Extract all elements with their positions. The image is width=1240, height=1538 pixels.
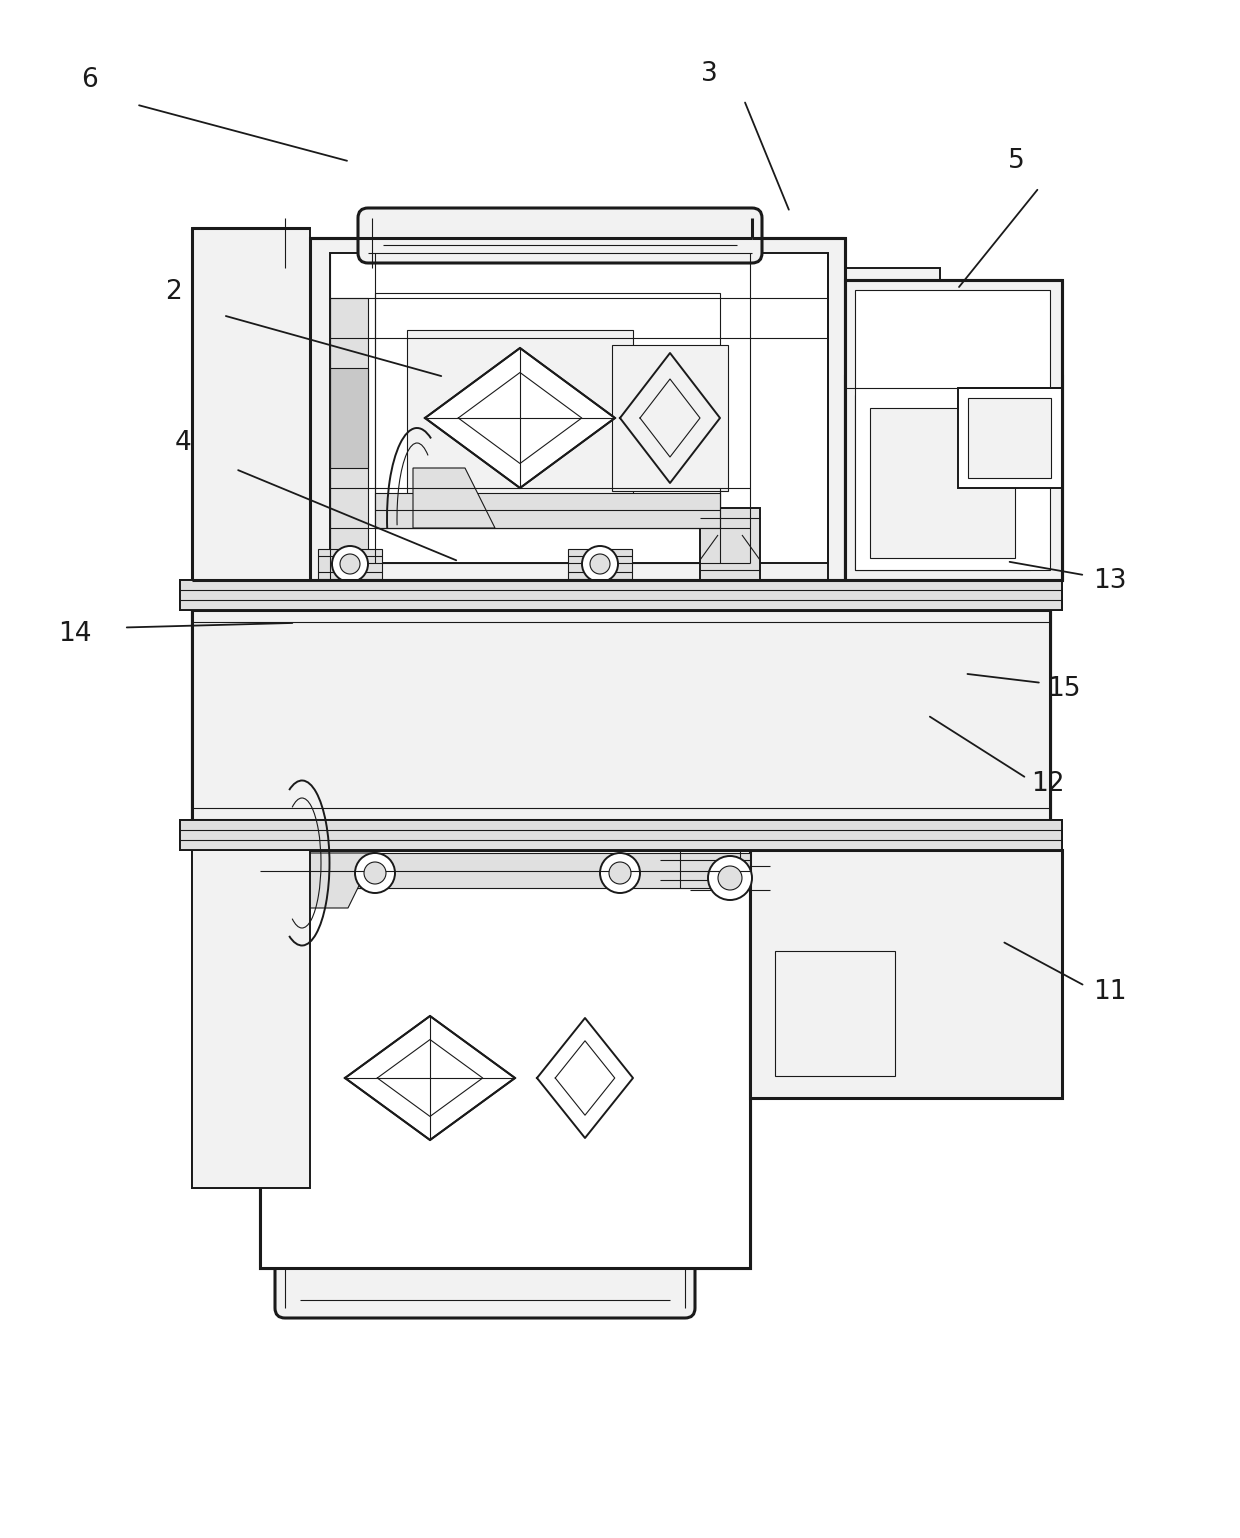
Bar	[330, 368, 368, 468]
Bar	[959, 388, 1061, 488]
Text: 4: 4	[175, 431, 192, 455]
Bar	[529, 1010, 641, 1146]
Bar	[192, 611, 1050, 820]
Polygon shape	[413, 468, 495, 528]
Circle shape	[365, 861, 386, 884]
Bar	[374, 294, 720, 528]
Bar	[760, 938, 910, 1087]
Bar	[856, 395, 1030, 571]
Text: 13: 13	[1092, 569, 1127, 594]
Bar	[260, 854, 750, 887]
Circle shape	[609, 861, 631, 884]
Circle shape	[582, 546, 618, 581]
Bar	[660, 838, 750, 887]
Bar	[180, 580, 1061, 611]
Bar	[750, 851, 982, 1043]
Polygon shape	[345, 1017, 515, 1140]
Polygon shape	[298, 854, 374, 907]
Circle shape	[332, 546, 368, 581]
Bar	[260, 947, 298, 1087]
Bar	[192, 611, 1050, 820]
Bar	[180, 580, 1061, 611]
Bar	[317, 549, 382, 578]
Text: 2: 2	[165, 280, 182, 305]
Bar	[844, 268, 940, 488]
Bar	[407, 331, 632, 506]
Circle shape	[718, 866, 742, 891]
Bar	[275, 867, 735, 1253]
Bar	[260, 854, 750, 1267]
Bar	[968, 398, 1052, 478]
Circle shape	[708, 857, 751, 900]
Bar	[330, 298, 368, 563]
Bar	[260, 854, 298, 1267]
Text: 6: 6	[81, 68, 98, 92]
Text: 12: 12	[1030, 772, 1065, 797]
Bar	[568, 549, 632, 578]
Circle shape	[340, 554, 360, 574]
Text: 3: 3	[701, 62, 718, 86]
Text: 14: 14	[57, 621, 92, 646]
Bar	[337, 855, 413, 891]
Bar	[180, 820, 1061, 851]
Text: 5: 5	[1008, 149, 1025, 174]
Bar	[856, 291, 1050, 571]
Bar	[701, 508, 760, 580]
Bar	[192, 851, 310, 1187]
Bar	[192, 611, 1050, 820]
Bar	[844, 280, 1061, 580]
FancyBboxPatch shape	[358, 208, 763, 263]
Bar	[844, 375, 1061, 580]
Bar	[870, 408, 1016, 558]
Bar	[920, 967, 1050, 1027]
Bar	[180, 820, 1061, 851]
Text: 11: 11	[1092, 980, 1127, 1004]
Bar	[192, 851, 310, 1187]
Bar	[330, 252, 828, 563]
Bar	[374, 494, 720, 528]
Circle shape	[590, 554, 610, 574]
Bar	[830, 851, 1061, 1098]
Bar	[750, 851, 1061, 1098]
Bar	[260, 851, 750, 1267]
Bar	[330, 1001, 529, 1155]
FancyBboxPatch shape	[275, 1258, 694, 1318]
Polygon shape	[425, 348, 615, 488]
Text: 15: 15	[1047, 677, 1081, 701]
Circle shape	[600, 854, 640, 894]
Bar	[775, 950, 895, 1077]
Bar	[689, 857, 770, 898]
Bar	[310, 238, 844, 580]
Bar	[582, 855, 658, 891]
Bar	[613, 345, 728, 491]
Bar	[910, 958, 1061, 1038]
Circle shape	[355, 854, 396, 894]
Bar	[192, 228, 310, 580]
